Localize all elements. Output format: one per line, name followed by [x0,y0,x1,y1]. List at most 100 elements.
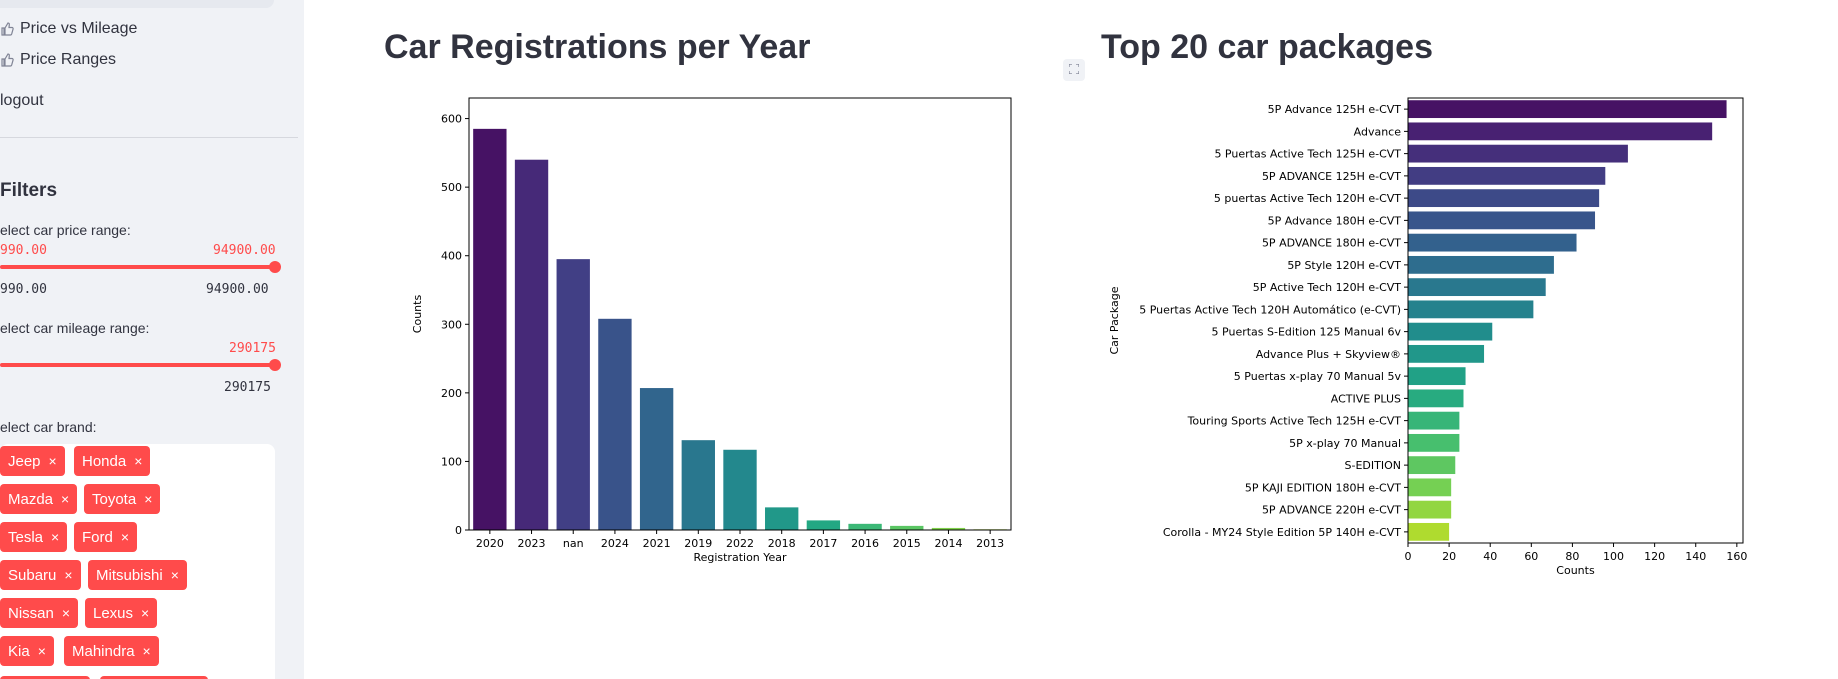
y-tick-label: 5 Puertas Active Tech 120H Automático (e… [1139,303,1401,316]
remove-tag-icon[interactable]: × [51,529,60,545]
price-max-value: 94900.00 [213,243,276,258]
brand-tag[interactable]: Mazda × [0,484,78,514]
y-tick-label: 5P ADVANCE 125H e-CVT [1262,170,1401,183]
y-tick-label: Touring Sports Active Tech 125H e-CVT [1187,415,1402,428]
y-tick-label: 200 [441,387,462,400]
bar [1408,100,1727,119]
remove-tag-icon[interactable]: × [120,529,130,545]
remove-tag-icon[interactable]: × [142,643,151,659]
bar [1408,166,1606,185]
mileage-range-slider[interactable] [0,363,276,367]
y-tick-label: 5P ADVANCE 220H e-CVT [1262,504,1401,517]
y-tick-label: 5 Puertas x-play 70 Manual 5v [1234,370,1402,383]
brand-tag[interactable]: Mitsubishi × [88,560,187,590]
sidebar: Price vs Mileage Price Ranges logout Fil… [0,0,304,679]
bar [639,388,674,530]
price-range-slider[interactable] [0,265,276,269]
brand-tag[interactable]: Toyota × [84,484,161,514]
remove-tag-icon[interactable]: × [61,491,70,507]
y-tick-label: 100 [441,455,462,468]
x-tick-label: 100 [1603,550,1624,563]
y-tick-label: 0 [455,524,462,537]
y-tick-label: Corolla - MY24 Style Edition 5P 140H e-C… [1163,526,1401,539]
nav-item-price-vs-mileage[interactable]: Price vs Mileage [0,20,137,38]
packages-chart-title: Top 20 car packages [1101,28,1433,66]
brand-tag-partial[interactable] [100,676,208,679]
bar [1408,300,1534,319]
remove-tag-icon[interactable]: × [134,453,143,469]
x-tick-label: 80 [1565,550,1579,563]
y-tick-label: 5 puertas Active Tech 120H e-CVT [1214,192,1401,205]
y-tick-label: 300 [441,318,462,331]
bar [890,525,924,530]
mileage-range-max: 290175 [224,380,271,395]
brand-tag[interactable]: Jeep × [0,446,65,476]
x-tick-label: 40 [1483,550,1497,563]
x-tick-label: 0 [1405,550,1412,563]
x-tick-label: 2020 [476,537,504,550]
remove-tag-icon[interactable]: × [141,605,150,621]
mileage-max-value: 290175 [229,341,276,356]
brand-tag-partial[interactable] [0,676,90,679]
nav-item-label: Price vs Mileage [20,20,138,37]
remove-tag-icon[interactable]: × [37,643,46,659]
brand-tag[interactable]: Nissan × [0,598,79,628]
brand-tag[interactable]: Ford × [74,522,138,552]
y-tick-label: S-EDITION [1345,459,1401,472]
x-tick-label: 160 [1726,550,1747,563]
y-tick-label: 500 [441,181,462,194]
bar [1408,500,1452,519]
bar [556,259,590,530]
registrations-chart-title: Car Registrations per Year [384,28,811,66]
brand-tag[interactable]: Lexus × [85,598,158,628]
price-range-label: elect car price range: [0,222,131,238]
bar [514,159,549,530]
price-range-max: 94900.00 [206,282,269,297]
price-min-value: 990.00 [0,243,47,258]
x-tick-label: 2018 [768,537,796,550]
packages-bar-chart: 5P Advance 125H e-CVT Advance 5 Puertas Ac… [1108,97,1747,577]
bar [1408,189,1600,208]
mileage-slider-max-handle[interactable] [269,359,281,371]
nav-item-label: Price Ranges [20,51,117,68]
brand-tag[interactable]: Mahindra × [64,636,159,666]
y-tick-label: Advance Plus + Skyview® [1256,348,1401,361]
remove-tag-icon[interactable]: × [144,491,153,507]
y-tick-label: 5P x-play 70 Manual [1289,437,1401,450]
bar [1408,233,1577,252]
remove-tag-icon[interactable]: × [170,567,179,583]
plot-area [1408,98,1743,543]
brand-tag[interactable]: Subaru × [0,560,81,590]
brand-tag[interactable]: Tesla × [0,522,68,552]
remove-tag-icon[interactable]: × [61,605,71,621]
price-slider-max-handle[interactable] [269,261,281,273]
y-tick-label: Advance [1354,125,1402,138]
nav-selected-item[interactable] [0,0,274,8]
bar [1408,411,1460,430]
brand-tag[interactable]: Honda × [74,446,151,476]
y-tick-label: 600 [441,113,462,126]
brand-tag[interactable]: Kia × [0,636,54,666]
y-tick-label: 5P KAJI EDITION 180H e-CVT [1245,481,1401,494]
fullscreen-button[interactable] [1063,59,1085,81]
x-axis-label: Registration Year [693,551,787,564]
bar [1408,278,1546,297]
y-tick-label: 5P Active Tech 120H e-CVT [1253,281,1401,294]
nav-item-logout[interactable]: logout [0,92,44,110]
brand-multiselect[interactable]: Jeep × Honda × Mazda × Toyota × Tesla × Ford ×… [0,444,275,679]
remove-tag-icon[interactable]: × [48,453,57,469]
y-tick-label: 5P Style 120H e-CVT [1287,259,1401,272]
y-tick-label: 5 Puertas S-Edition 125 Manual 6v [1212,326,1402,339]
x-tick-label: 140 [1685,550,1706,563]
x-tick-label: 2017 [809,537,837,550]
sidebar-divider [0,137,298,138]
nav-item-price-ranges[interactable]: Price Ranges [0,51,116,69]
expand-icon [1068,61,1080,79]
remove-tag-icon[interactable]: × [64,567,73,583]
x-tick-label: 2013 [976,537,1004,550]
x-axis-label: Counts [1556,564,1595,577]
bar [598,318,632,530]
bar [1408,456,1456,475]
bar [1408,255,1554,274]
x-tick-label: 2014 [934,537,962,550]
